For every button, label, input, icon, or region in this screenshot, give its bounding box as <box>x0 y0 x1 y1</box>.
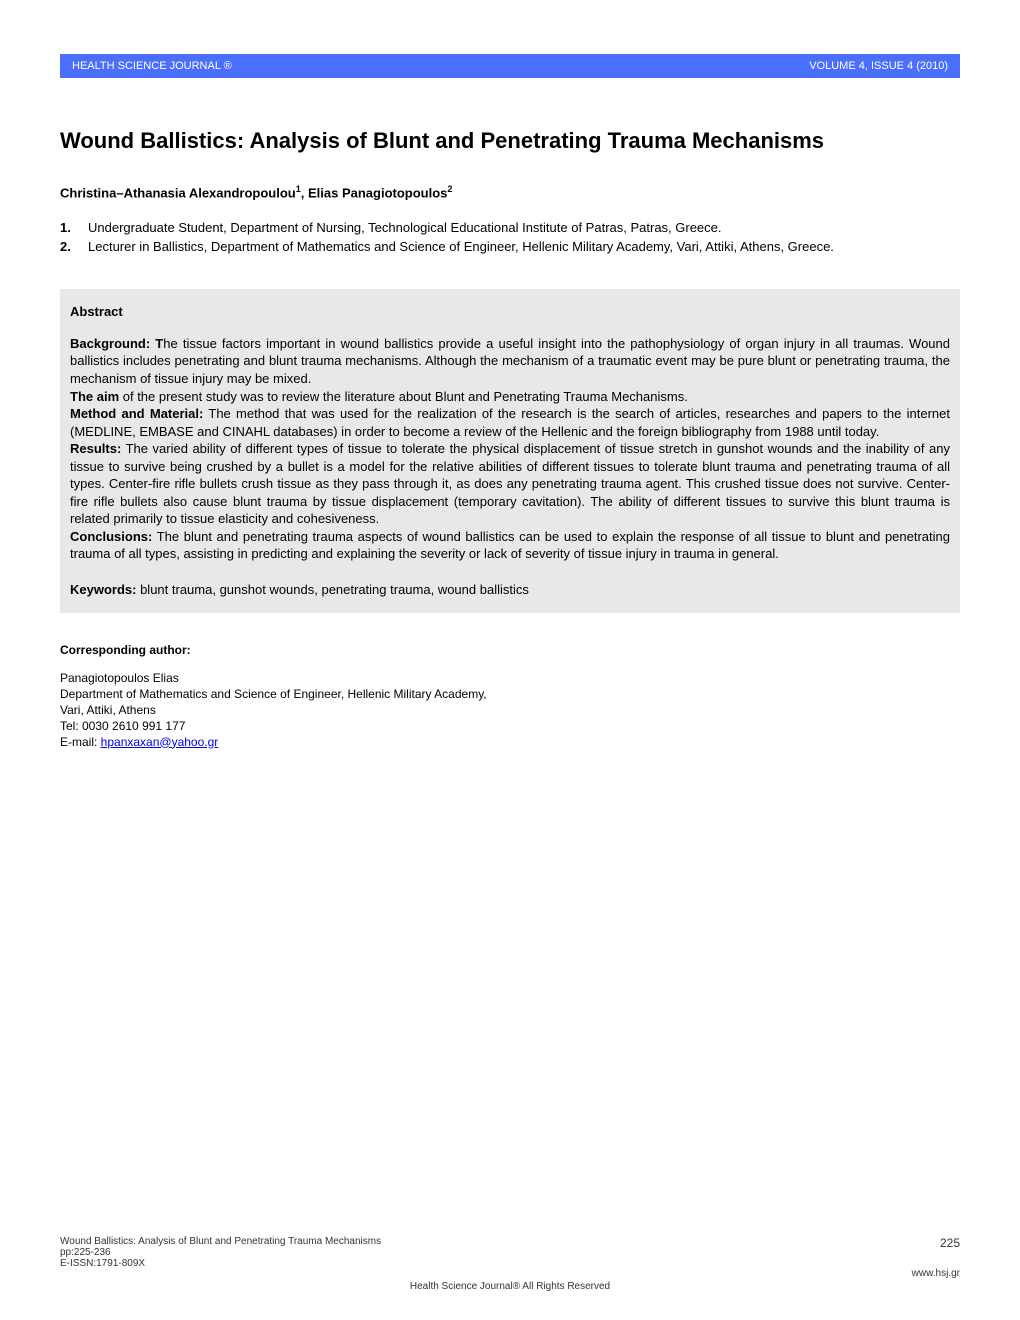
article-title: Wound Ballistics: Analysis of Blunt and … <box>60 128 960 154</box>
abstract-heading: Abstract <box>70 303 950 321</box>
aim-text: of the present study was to review the l… <box>119 389 688 404</box>
abstract-body: Background: The tissue factors important… <box>70 335 950 599</box>
page-number: 225 <box>912 1236 960 1250</box>
aim-label: The aim <box>70 389 119 404</box>
email-link[interactable]: hpanxaxan@yahoo.gr <box>101 735 219 749</box>
journal-name: HEALTH SCIENCE JOURNAL ® <box>72 60 232 72</box>
affiliation-number: 2. <box>60 239 88 254</box>
affiliation-text: Lecturer in Ballistics, Department of Ma… <box>88 239 834 254</box>
footer-right: 225 www.hsj.gr <box>912 1236 960 1279</box>
conclusions-label: Conclusions: <box>70 529 152 544</box>
footer-url: www.hsj.gr <box>912 1268 960 1279</box>
corresponding-name: Panagiotopoulos Elias <box>60 671 960 685</box>
page-container: HEALTH SCIENCE JOURNAL ® VOLUME 4, ISSUE… <box>0 0 1020 781</box>
authors-line: Christina–Athanasia Alexandropoulou1, El… <box>60 184 960 200</box>
keywords-line: Keywords: blunt trauma, gunshot wounds, … <box>70 581 950 599</box>
method-label: Method and Material: <box>70 406 203 421</box>
results-text: The varied ability of different types of… <box>70 441 950 526</box>
journal-header-bar: HEALTH SCIENCE JOURNAL ® VOLUME 4, ISSUE… <box>60 40 960 78</box>
background-label: Background: T <box>70 336 163 351</box>
author-1: Christina–Athanasia Alexandropoulou <box>60 185 296 200</box>
corresponding-addr: Vari, Attiki, Athens <box>60 703 960 717</box>
email-label: E-mail: <box>60 735 101 749</box>
footer-left: Wound Ballistics: Analysis of Blunt and … <box>60 1236 381 1269</box>
corresponding-dept: Department of Mathematics and Science of… <box>60 687 960 701</box>
corresponding-email-line: E-mail: hpanxaxan@yahoo.gr <box>60 735 960 749</box>
background-text: he tissue factors important in wound bal… <box>70 336 950 386</box>
affiliation-item: 2. Lecturer in Ballistics, Department of… <box>60 239 960 254</box>
affiliation-text: Undergraduate Student, Department of Nur… <box>88 220 722 235</box>
journal-issue: VOLUME 4, ISSUE 4 (2010) <box>809 60 948 72</box>
affiliations-list: 1. Undergraduate Student, Department of … <box>60 220 960 254</box>
page-footer: Wound Ballistics: Analysis of Blunt and … <box>60 1236 960 1292</box>
author-2-sup: 2 <box>447 184 452 194</box>
keywords-text: blunt trauma, gunshot wounds, penetratin… <box>136 582 528 597</box>
corresponding-author-block: Corresponding author: Panagiotopoulos El… <box>60 643 960 749</box>
footer-pp: pp:225-236 <box>60 1247 381 1258</box>
abstract-box: Abstract Background: The tissue factors … <box>60 289 960 612</box>
affiliation-item: 1. Undergraduate Student, Department of … <box>60 220 960 235</box>
results-label: Results: <box>70 441 121 456</box>
affiliation-number: 1. <box>60 220 88 235</box>
corresponding-tel: Tel: 0030 2610 991 177 <box>60 719 960 733</box>
footer-issn: E-ISSN:1791-809X <box>60 1258 381 1269</box>
conclusions-text: The blunt and penetrating trauma aspects… <box>70 529 950 562</box>
corresponding-heading: Corresponding author: <box>60 643 960 657</box>
footer-title: Wound Ballistics: Analysis of Blunt and … <box>60 1236 381 1247</box>
footer-rights: Health Science Journal® All Rights Reser… <box>60 1279 960 1292</box>
author-sep: , Elias Panagiotopoulos <box>301 185 448 200</box>
keywords-label: Keywords: <box>70 582 136 597</box>
